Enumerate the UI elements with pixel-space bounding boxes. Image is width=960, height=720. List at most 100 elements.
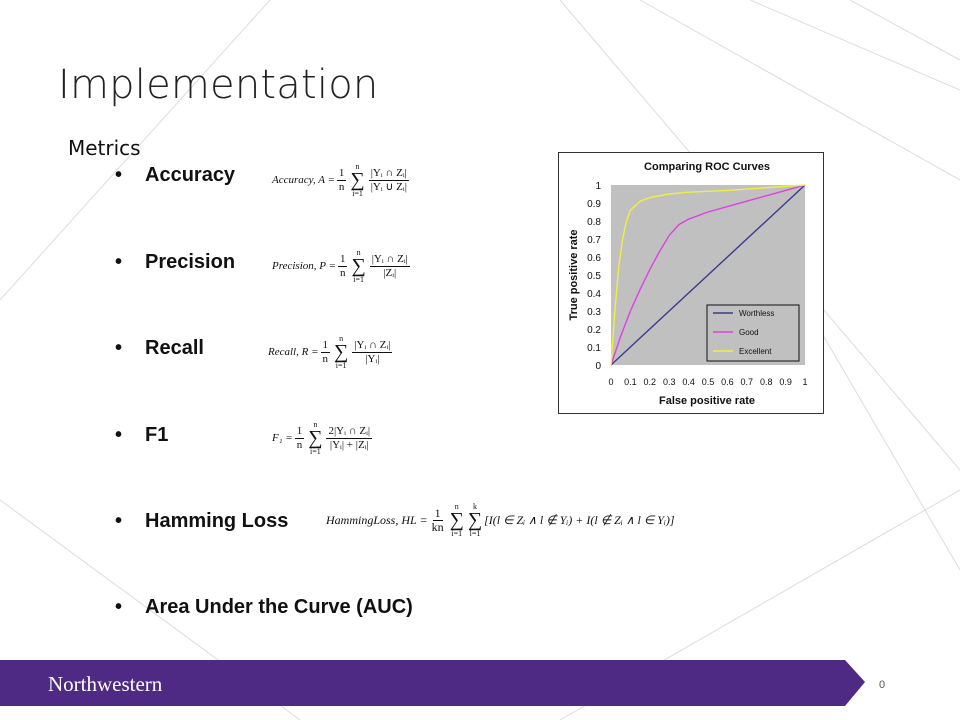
series-line-excellent [610,184,806,366]
summation: n ∑ i=1 [308,420,322,456]
formula-lhs: HammingLoss, HL = [326,512,428,527]
x-tick-label: 0.2 [644,377,657,387]
x-axis-label: False positive rate [659,395,755,407]
numerator: 1 [320,338,330,353]
summation: n ∑ i=1 [334,334,348,370]
fraction: |Yᵢ ∩ Zᵢ| |Zᵢ| [369,252,410,280]
hamming-loss-formula: HammingLoss, HL = 1 kn n ∑ i=1 k ∑ l=1 [I(l ∈… [326,502,675,538]
y-tick-label: 0.7 [587,235,601,246]
summation: n ∑ i=1 [350,162,364,198]
bullet-glyph: • [115,596,123,618]
x-tick-labels: 0 0.1 0.2 0.3 0.4 0.5 0.6 0.7 0.8 0.9 1 [608,377,807,387]
numerator: 1 [294,424,305,439]
sigma-symbol: ∑ [449,509,464,531]
x-tick-label: 0 [608,377,613,387]
bullet-label: Precision [145,251,236,273]
denominator: n [322,352,329,365]
sigma-symbol: ∑ [350,169,365,191]
sigma-symbol: ∑ [334,341,349,363]
sum-lower: i=1 [352,189,363,198]
bullet-label: F1 [145,424,169,446]
roc-chart: Comparing ROC Curves 0 0.1 0.2 0.3 0.4 0.5 0.6… [558,152,824,414]
sum-lower: l=1 [469,529,481,538]
summation: k ∑ l=1 [468,502,482,538]
formula-lhs: Accuracy, A = [272,174,335,186]
y-tick-label: 0.5 [587,271,601,282]
series-line-worthless [610,184,806,366]
formula-body: [I(l ∈ Zᵢ ∧ l ∉ Yᵢ) + I(l ∉ Zᵢ ∧ l ∈ Yᵢ)… [484,512,675,527]
sum-upper: n [454,502,459,511]
numerator: 1 [432,505,443,521]
bullet-item-recall: • Recall [115,337,204,360]
denominator: n [296,438,303,451]
sum-upper: n [313,420,318,429]
x-tick-label: 1 [802,377,807,387]
slide-title: Implementation [58,62,379,108]
y-tick-label: 0.2 [587,325,601,336]
sum-upper: k [472,502,477,511]
bullet-glyph: • [115,251,123,273]
page-number: 0 [879,679,886,691]
y-axis-label: True positive rate [568,229,580,320]
bullet-item-precision: • Precision [115,251,235,274]
sum-lower: i=1 [451,529,463,538]
y-tick-label: 0.1 [587,343,601,354]
sigma-symbol: ∑ [308,427,323,449]
chart-title: Comparing ROC Curves [644,161,770,173]
numerator: |Yᵢ ∩ Zᵢ| [368,166,409,181]
bullet-glyph: • [115,424,123,446]
x-tick-label: 0.4 [682,377,695,387]
formula-lhs: Precision, P = [272,260,336,272]
bullet-label: Area Under the Curve (AUC) [145,596,413,618]
summation: n ∑ i=1 [450,502,464,538]
sum-upper: n [339,334,344,343]
fraction: 1 kn [430,505,446,534]
x-tick-label: 0.9 [779,377,792,387]
fraction: |Yᵢ ∩ Zᵢ| |Yᵢ| [352,338,393,366]
y-tick-label: 0.8 [587,217,601,228]
y-tick-label: 0.3 [587,307,601,318]
formula-lhs: F₁ = [272,432,293,444]
bullet-glyph: • [115,164,123,186]
y-tick-label: 0 [595,361,601,372]
fraction: |Yᵢ ∩ Zᵢ| |Yᵢ ∪ Zᵢ| [368,166,409,194]
sum-upper: n [355,162,360,171]
sigma-symbol: ∑ [467,509,483,531]
denominator: |Yᵢ| [365,352,380,365]
x-tick-label: 0.7 [741,377,754,387]
numerator: |Yᵢ ∩ Zᵢ| [352,338,393,353]
denominator: |Yᵢ| + |Zᵢ| [329,438,369,451]
chart-legend: Worthless Good Excellent [706,304,800,362]
sigma-symbol: ∑ [351,255,366,277]
bullet-item-accuracy: • Accuracy [115,164,235,187]
legend-label: Good [739,328,759,337]
y-tick-label: 0.9 [587,199,601,210]
x-tick-label: 0.8 [760,377,773,387]
numerator: |Yᵢ ∩ Zᵢ| [369,252,410,267]
fraction: 2|Yᵢ ∩ Zᵢ| |Yᵢ| + |Zᵢ| [326,424,373,452]
bullet-item-f1: • F1 [115,424,168,447]
y-tick-label: 0.6 [587,253,601,264]
bullet-item-auc: • Area Under the Curve (AUC) [115,596,413,619]
y-tick-labels: 0 0.1 0.2 0.3 0.4 0.5 0.6 0.7 0.8 0.9 1 [587,181,601,372]
bullet-label: Hamming Loss [145,510,289,532]
bullet-label: Accuracy [145,164,236,186]
denominator: n [339,266,346,279]
sum-lower: i=1 [353,275,364,284]
x-tick-label: 0.3 [663,377,676,387]
sum-upper: n [356,248,361,257]
y-tick-label: 1 [595,181,601,192]
numerator: 2|Yᵢ ∩ Zᵢ| [326,424,373,439]
bullet-glyph: • [115,337,123,359]
formula-lhs: Recall, R = [268,346,319,358]
northwestern-logo: Northwestern [48,672,163,696]
denominator: kn [431,519,444,534]
sum-lower: i=1 [309,447,321,456]
series-lines [610,184,806,366]
